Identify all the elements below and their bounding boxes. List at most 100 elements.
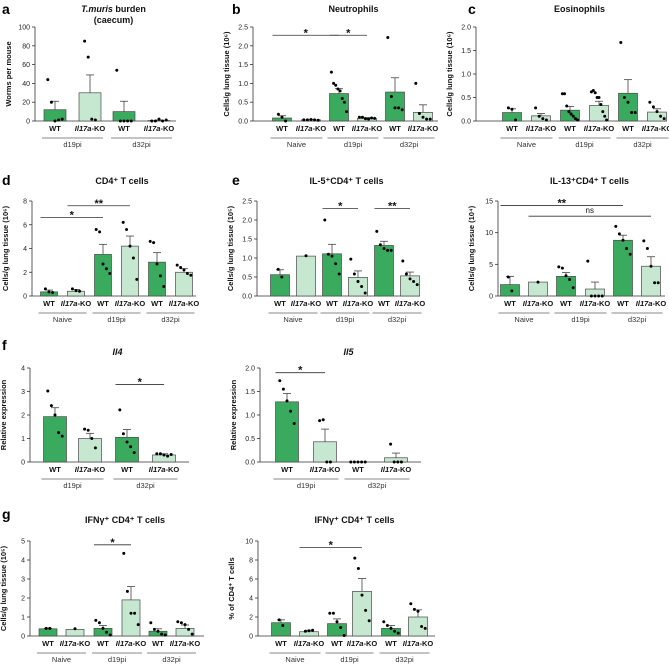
data-point [412, 280, 416, 284]
y-tick-label: 6 [249, 577, 253, 584]
group-label: d19pi [63, 481, 82, 490]
data-point [330, 254, 334, 258]
data-point [129, 445, 133, 449]
category-label-italic: Il17a [149, 465, 166, 474]
bar [613, 239, 633, 297]
bar [556, 276, 576, 297]
data-point [153, 119, 157, 123]
data-point [334, 262, 338, 266]
data-point [148, 239, 152, 243]
y-tick-label: 20 [22, 100, 30, 107]
data-point [125, 228, 129, 231]
chart-title: Neutrophils [328, 4, 378, 14]
data-point [382, 620, 386, 624]
data-point [589, 294, 593, 298]
data-point [597, 294, 601, 298]
bar [384, 457, 408, 463]
data-point [326, 252, 330, 256]
category-label-rest: -KO [397, 465, 411, 474]
significance-label: * [138, 376, 143, 388]
category-label-italic: Il17a [75, 465, 92, 474]
data-point [386, 248, 390, 252]
data-point [417, 111, 421, 115]
group-label: d19pi [63, 140, 82, 149]
category-label: Il17a-KO [75, 124, 106, 133]
chart-panel-c: c Eosinophils 0.0 0.5 1.0 1.5 2.0 Cells/g lung … [445, 1, 669, 149]
data-point [571, 114, 575, 118]
category-label-rest: -KO [132, 639, 146, 648]
data-point [133, 611, 137, 615]
data-point [94, 228, 98, 231]
data-point [53, 413, 57, 417]
data-point [60, 434, 64, 438]
data-point [392, 460, 396, 464]
data-point [617, 232, 621, 236]
category-label-rest: -KO [165, 465, 179, 474]
y-axis-label: % of CD4⁺ T cells [227, 557, 236, 619]
data-point [349, 460, 353, 464]
data-point [537, 114, 541, 118]
data-point [356, 280, 360, 284]
chart-title-italic: Il4 [112, 347, 122, 357]
data-point [278, 379, 282, 383]
group-label: d32pi [628, 315, 647, 324]
y-tick-label: 3 [21, 577, 25, 584]
bar [618, 92, 638, 122]
bar [38, 628, 58, 637]
chart-title: IL-13⁺CD4⁺ T cells [550, 176, 629, 186]
data-point [152, 241, 156, 245]
data-point [57, 431, 61, 435]
data-point [158, 452, 162, 456]
data-point [356, 567, 360, 571]
group-label: d32pi [136, 481, 155, 490]
data-point [370, 116, 374, 120]
data-point [399, 460, 403, 464]
data-point [169, 452, 173, 456]
group-label: d32pi [400, 140, 419, 149]
data-point [544, 118, 548, 122]
data-point [105, 630, 109, 634]
data-point [569, 112, 573, 116]
data-point [651, 105, 655, 109]
chart-title: CD4⁺ T cells [95, 176, 148, 186]
y-tick-label: 6 [23, 222, 27, 229]
data-point [378, 243, 382, 247]
y-tick-label: 2.5 [238, 25, 248, 32]
group-label: Naive [285, 655, 304, 664]
category-label: WT [97, 299, 109, 308]
data-point [599, 103, 603, 107]
data-point [382, 247, 386, 250]
data-point [157, 117, 161, 121]
y-tick-label: 8 [249, 558, 253, 565]
data-point [108, 633, 112, 637]
category-label: Il17a-KO [149, 465, 180, 474]
y-tick-label: 10 [485, 230, 493, 237]
category-label-italic: Il17a [636, 299, 653, 308]
bar [271, 622, 291, 637]
data-point [101, 626, 105, 630]
data-point [564, 274, 568, 278]
data-point [90, 117, 94, 121]
data-point [115, 68, 119, 72]
chart-title: IFNγ⁺ CD4⁺ T cells [85, 515, 165, 525]
data-point [349, 257, 353, 261]
y-tick-label: 0 [21, 460, 25, 467]
data-point [155, 262, 159, 266]
y-tick-label: 2.0 [461, 25, 471, 32]
data-point [593, 91, 597, 95]
data-point [60, 117, 64, 121]
y-tick-label: 3 [21, 389, 25, 396]
data-point [655, 110, 659, 114]
category-label: WT [564, 124, 576, 133]
category-label: Il17a-KO [144, 124, 175, 133]
group-label: Naive [52, 655, 71, 664]
data-point [389, 442, 393, 446]
data-point [121, 220, 125, 224]
category-label-italic: Il17a [115, 299, 132, 308]
data-point [156, 629, 160, 633]
y-axis-label: Cells/g lung tissue (10⁵) [226, 205, 235, 291]
category-label-rest: -KO [186, 639, 200, 648]
category-label-rest: -KO [185, 299, 199, 308]
data-point [600, 294, 604, 298]
